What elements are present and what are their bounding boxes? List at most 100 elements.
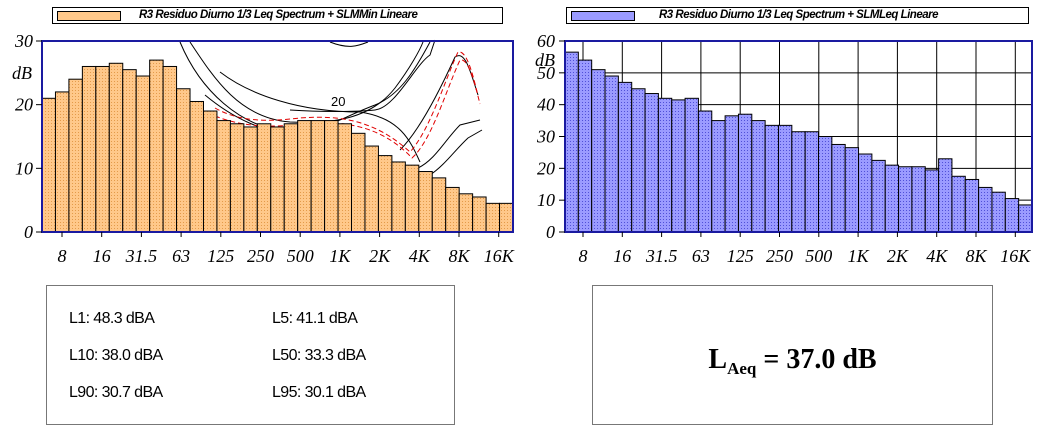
x-tick-label: 500 [287, 246, 314, 266]
bar [631, 88, 646, 233]
bar [391, 161, 406, 233]
bar [831, 143, 846, 233]
right-legend-label: R3 Residuo Diurno 1/3 Leq Spectrum + SLM… [659, 9, 939, 21]
left-legend-label: R3 Residuo Diurno 1/3 Leq Spectrum + SLM… [139, 9, 418, 21]
stat-l5: L5: 41.1 dBA [272, 310, 358, 327]
bar [591, 69, 606, 233]
stat-l50: L50: 33.3 dBA [272, 347, 366, 364]
right-legend-swatch [571, 11, 635, 21]
left-legend: R3 Residuo Diurno 1/3 Leq Spectrum + SLM… [52, 7, 503, 24]
left-axes: 0 10 20 30 8 16 31.5 63 125 250 500 1K 2K 4K 8K 16K [14, 31, 515, 266]
bar [657, 97, 673, 233]
x-tick-label: 8K [448, 246, 470, 266]
bar [458, 193, 474, 233]
left-contour-dashed [214, 51, 479, 153]
bar [310, 120, 326, 233]
bar [135, 75, 151, 233]
laeq-box: LAeq = 37.0 dB [592, 285, 993, 425]
x-tick-label: 16K [484, 246, 515, 266]
y-tick-label: 20 [537, 158, 555, 178]
bar [911, 166, 926, 233]
bar [844, 147, 860, 233]
x-tick-label: 31.5 [125, 246, 158, 266]
left-contour-line [179, 41, 431, 133]
bar [54, 91, 70, 233]
x-tick-label: 1K [848, 246, 870, 266]
bar [577, 59, 593, 233]
bar [978, 186, 993, 233]
x-tick-label: 4K [409, 246, 431, 266]
bar [964, 178, 980, 233]
right-axes: 0 10 20 30 40 50 60 8 16 31.5 63 125 250 500 1K 2K 4K 8K 1… [536, 31, 1031, 266]
bar [418, 171, 433, 233]
bar [81, 65, 97, 233]
bar [671, 99, 686, 233]
bar [216, 120, 231, 233]
right-ylabel: dB [535, 50, 555, 70]
bar [871, 159, 886, 233]
right-chart: 0 10 20 30 40 50 60 8 16 31.5 63 125 250 500 1K 2K 4K 8K 1… [535, 31, 1033, 266]
left-contour-line [219, 71, 421, 163]
x-tick-label: 16K [1000, 246, 1031, 266]
x-tick-label: 250 [766, 246, 793, 266]
bar [364, 145, 379, 233]
bar [472, 196, 487, 233]
bar [1004, 198, 1020, 233]
bar [1018, 204, 1033, 233]
bar [777, 124, 793, 233]
x-tick-label: 125 [727, 246, 754, 266]
left-bars [41, 59, 514, 233]
left-ylabel: dB [12, 63, 32, 83]
left-plot-frame [41, 40, 514, 233]
left-contour-line [289, 39, 436, 112]
bar [644, 93, 659, 233]
x-tick-label: 1K [329, 246, 351, 266]
x-tick-label: 125 [207, 246, 234, 266]
left-legend-swatch [57, 11, 121, 21]
right-legend: R3 Residuo Diurno 1/3 Leq Spectrum + SLM… [566, 7, 1029, 24]
bar [256, 123, 272, 233]
bar [711, 120, 726, 233]
bar [884, 164, 900, 233]
x-tick-label: 31.5 [645, 246, 678, 266]
bar [149, 59, 164, 233]
bar [377, 155, 393, 233]
bar [68, 78, 83, 233]
y-tick-label: 30 [14, 31, 33, 51]
bar [938, 158, 953, 233]
bar [724, 115, 739, 233]
laeq-value: LAeq = 37.0 dB [708, 344, 877, 378]
bar [991, 191, 1006, 233]
bar [243, 126, 258, 233]
y-tick-label: 30 [536, 127, 555, 147]
bar [324, 120, 339, 233]
y-tick-label: 50 [537, 63, 555, 83]
x-tick-label: 2K [887, 246, 909, 266]
x-tick-label: 16 [613, 246, 631, 266]
stat-l10: L10: 38.0 dBA [69, 347, 163, 364]
bar [404, 164, 420, 233]
bar [791, 131, 806, 233]
left-contour-line [429, 129, 483, 176]
bar [337, 123, 353, 233]
x-tick-label: 4K [926, 246, 948, 266]
bar [751, 120, 766, 233]
x-tick-label: 63 [692, 246, 710, 266]
bar [951, 175, 966, 233]
y-tick-label: 10 [15, 158, 33, 178]
stat-l90: L90: 30.7 dBA [69, 384, 163, 401]
left-contour-line [399, 55, 479, 151]
bar [818, 136, 833, 233]
bar [898, 166, 913, 233]
y-tick-label: 0 [24, 222, 33, 242]
left-contour-line [329, 41, 369, 47]
bar [283, 123, 299, 233]
bar [41, 97, 56, 233]
bar [499, 202, 514, 233]
bar [804, 131, 820, 233]
x-tick-label: 8K [965, 246, 987, 266]
bar [697, 110, 713, 233]
x-tick-label: 2K [369, 246, 391, 266]
